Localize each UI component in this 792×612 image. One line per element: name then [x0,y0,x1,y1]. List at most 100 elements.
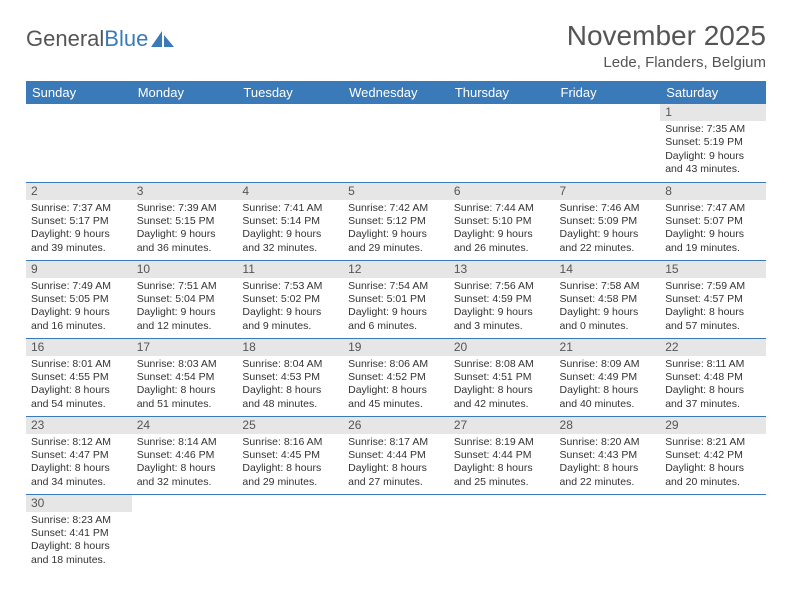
sunrise-line: Sunrise: 8:08 AM [454,358,550,371]
calendar-cell: 13Sunrise: 7:56 AMSunset: 4:59 PMDayligh… [449,260,555,338]
daylight-line: Daylight: 9 hours and 32 minutes. [242,228,338,255]
calendar-cell [26,104,132,182]
calendar-cell: 5Sunrise: 7:42 AMSunset: 5:12 PMDaylight… [343,182,449,260]
daylight-line: Daylight: 9 hours and 6 minutes. [348,306,444,333]
sunset-line: Sunset: 4:51 PM [454,371,550,384]
daylight-line: Daylight: 8 hours and 25 minutes. [454,462,550,489]
sunrise-line: Sunrise: 8:20 AM [560,436,656,449]
daylight-line: Daylight: 8 hours and 29 minutes. [242,462,338,489]
sunrise-line: Sunrise: 8:21 AM [665,436,761,449]
calendar-cell [132,494,238,572]
sunset-line: Sunset: 4:55 PM [31,371,127,384]
calendar-cell: 25Sunrise: 8:16 AMSunset: 4:45 PMDayligh… [237,416,343,494]
sunset-line: Sunset: 4:54 PM [137,371,233,384]
day-number: 1 [660,104,766,121]
calendar-cell: 4Sunrise: 7:41 AMSunset: 5:14 PMDaylight… [237,182,343,260]
calendar-cell [555,494,661,572]
sunset-line: Sunset: 4:48 PM [665,371,761,384]
daylight-line: Daylight: 8 hours and 32 minutes. [137,462,233,489]
sunrise-line: Sunrise: 7:49 AM [31,280,127,293]
day-number: 14 [555,261,661,278]
calendar-cell: 23Sunrise: 8:12 AMSunset: 4:47 PMDayligh… [26,416,132,494]
sunrise-line: Sunrise: 7:47 AM [665,202,761,215]
sunset-line: Sunset: 4:52 PM [348,371,444,384]
day-details: Sunrise: 8:06 AMSunset: 4:52 PMDaylight:… [343,356,449,415]
sunrise-line: Sunrise: 8:09 AM [560,358,656,371]
day-details: Sunrise: 7:46 AMSunset: 5:09 PMDaylight:… [555,200,661,259]
calendar-cell: 17Sunrise: 8:03 AMSunset: 4:54 PMDayligh… [132,338,238,416]
sunrise-line: Sunrise: 7:59 AM [665,280,761,293]
day-number: 9 [26,261,132,278]
day-number: 3 [132,183,238,200]
calendar-cell: 6Sunrise: 7:44 AMSunset: 5:10 PMDaylight… [449,182,555,260]
day-number: 28 [555,417,661,434]
daylight-line: Daylight: 8 hours and 57 minutes. [665,306,761,333]
day-details: Sunrise: 8:20 AMSunset: 4:43 PMDaylight:… [555,434,661,493]
sunrise-line: Sunrise: 7:51 AM [137,280,233,293]
daylight-line: Daylight: 9 hours and 26 minutes. [454,228,550,255]
sunset-line: Sunset: 4:46 PM [137,449,233,462]
weekday-header: Sunday [26,81,132,104]
day-number: 8 [660,183,766,200]
logo-text-2: Blue [104,26,148,52]
day-number: 13 [449,261,555,278]
daylight-line: Daylight: 9 hours and 12 minutes. [137,306,233,333]
sunrise-line: Sunrise: 8:17 AM [348,436,444,449]
empty-daynum [555,104,661,121]
day-number: 18 [237,339,343,356]
calendar-cell: 24Sunrise: 8:14 AMSunset: 4:46 PMDayligh… [132,416,238,494]
day-details: Sunrise: 7:51 AMSunset: 5:04 PMDaylight:… [132,278,238,337]
calendar-cell [555,104,661,182]
day-number: 12 [343,261,449,278]
sunrise-line: Sunrise: 7:53 AM [242,280,338,293]
daylight-line: Daylight: 8 hours and 37 minutes. [665,384,761,411]
day-number: 17 [132,339,238,356]
daylight-line: Daylight: 9 hours and 43 minutes. [665,150,761,177]
daylight-line: Daylight: 9 hours and 36 minutes. [137,228,233,255]
calendar-cell: 14Sunrise: 7:58 AMSunset: 4:58 PMDayligh… [555,260,661,338]
calendar-cell: 16Sunrise: 8:01 AMSunset: 4:55 PMDayligh… [26,338,132,416]
calendar-row: 16Sunrise: 8:01 AMSunset: 4:55 PMDayligh… [26,338,766,416]
calendar-cell: 3Sunrise: 7:39 AMSunset: 5:15 PMDaylight… [132,182,238,260]
sunrise-line: Sunrise: 7:58 AM [560,280,656,293]
daylight-line: Daylight: 8 hours and 51 minutes. [137,384,233,411]
day-details: Sunrise: 8:12 AMSunset: 4:47 PMDaylight:… [26,434,132,493]
sunset-line: Sunset: 4:49 PM [560,371,656,384]
daylight-line: Daylight: 8 hours and 20 minutes. [665,462,761,489]
sunset-line: Sunset: 4:44 PM [348,449,444,462]
day-details: Sunrise: 8:01 AMSunset: 4:55 PMDaylight:… [26,356,132,415]
calendar-row: 2Sunrise: 7:37 AMSunset: 5:17 PMDaylight… [26,182,766,260]
day-details: Sunrise: 8:04 AMSunset: 4:53 PMDaylight:… [237,356,343,415]
sunset-line: Sunset: 5:19 PM [665,136,761,149]
day-details: Sunrise: 7:35 AMSunset: 5:19 PMDaylight:… [660,121,766,180]
sunrise-line: Sunrise: 7:46 AM [560,202,656,215]
sunrise-line: Sunrise: 7:41 AM [242,202,338,215]
sunrise-line: Sunrise: 7:42 AM [348,202,444,215]
calendar-cell: 8Sunrise: 7:47 AMSunset: 5:07 PMDaylight… [660,182,766,260]
day-details: Sunrise: 8:11 AMSunset: 4:48 PMDaylight:… [660,356,766,415]
calendar-cell: 19Sunrise: 8:06 AMSunset: 4:52 PMDayligh… [343,338,449,416]
day-details: Sunrise: 7:49 AMSunset: 5:05 PMDaylight:… [26,278,132,337]
calendar-cell [343,494,449,572]
day-details: Sunrise: 7:59 AMSunset: 4:57 PMDaylight:… [660,278,766,337]
sunrise-line: Sunrise: 8:06 AM [348,358,444,371]
day-details: Sunrise: 8:23 AMSunset: 4:41 PMDaylight:… [26,512,132,571]
calendar-cell: 10Sunrise: 7:51 AMSunset: 5:04 PMDayligh… [132,260,238,338]
calendar-cell [449,494,555,572]
day-number: 22 [660,339,766,356]
calendar-cell [237,494,343,572]
day-details: Sunrise: 7:39 AMSunset: 5:15 PMDaylight:… [132,200,238,259]
empty-daynum [449,104,555,121]
calendar-cell: 15Sunrise: 7:59 AMSunset: 4:57 PMDayligh… [660,260,766,338]
sunset-line: Sunset: 4:43 PM [560,449,656,462]
calendar-cell [343,104,449,182]
sunrise-line: Sunrise: 8:19 AM [454,436,550,449]
daylight-line: Daylight: 8 hours and 48 minutes. [242,384,338,411]
sunset-line: Sunset: 5:09 PM [560,215,656,228]
calendar-cell [132,104,238,182]
calendar-cell: 12Sunrise: 7:54 AMSunset: 5:01 PMDayligh… [343,260,449,338]
sunrise-line: Sunrise: 8:04 AM [242,358,338,371]
day-number: 20 [449,339,555,356]
weekday-header: Saturday [660,81,766,104]
sunset-line: Sunset: 4:59 PM [454,293,550,306]
